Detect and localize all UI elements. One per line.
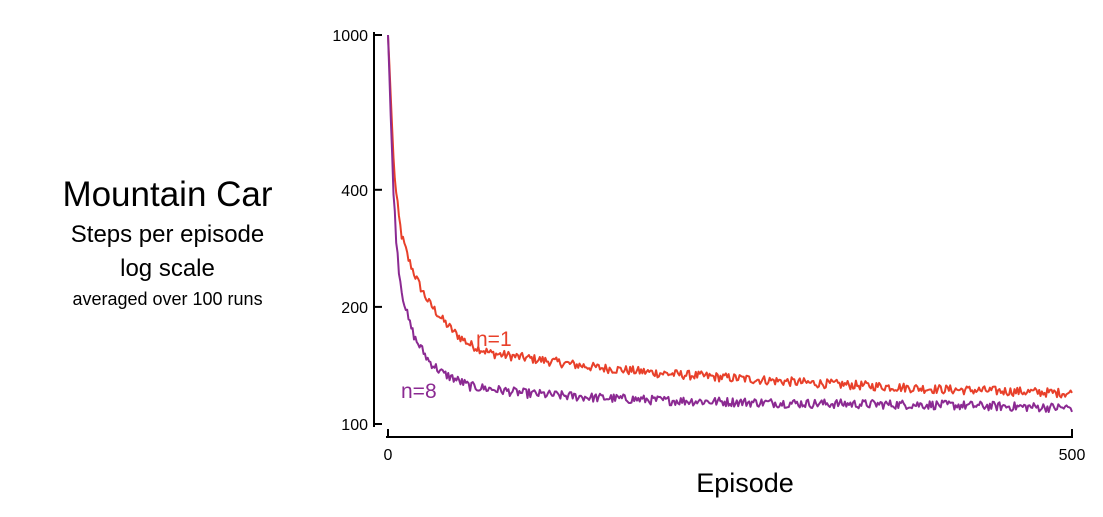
axes: 100 200 400 1000 0 500 Episode (332, 28, 1085, 498)
scale-label: log scale (120, 255, 215, 282)
series-line-n1 (387, 34, 1073, 399)
series-label-n1: n=1 (476, 328, 512, 351)
x-tick-label: 0 (384, 447, 393, 464)
x-axis-label: Episode (696, 468, 794, 498)
metric-label: Steps per episode (70, 221, 265, 248)
series-layer (387, 34, 1073, 413)
x-tick-label: 500 (1059, 447, 1086, 464)
y-tick-label: 1000 (332, 28, 368, 45)
labels: n=1 n=8 (401, 328, 512, 403)
runs-label: averaged over 100 runs (72, 289, 263, 309)
series-line-n8 (387, 34, 1073, 413)
y-tick-label: 400 (341, 183, 368, 200)
side-title: Mountain Car Steps per episode log scale… (0, 172, 335, 312)
series-label-n8: n=8 (401, 380, 437, 403)
y-tick-label: 200 (341, 300, 368, 317)
y-tick-label: 100 (341, 417, 368, 434)
chart-title: Mountain Car (62, 175, 273, 214)
